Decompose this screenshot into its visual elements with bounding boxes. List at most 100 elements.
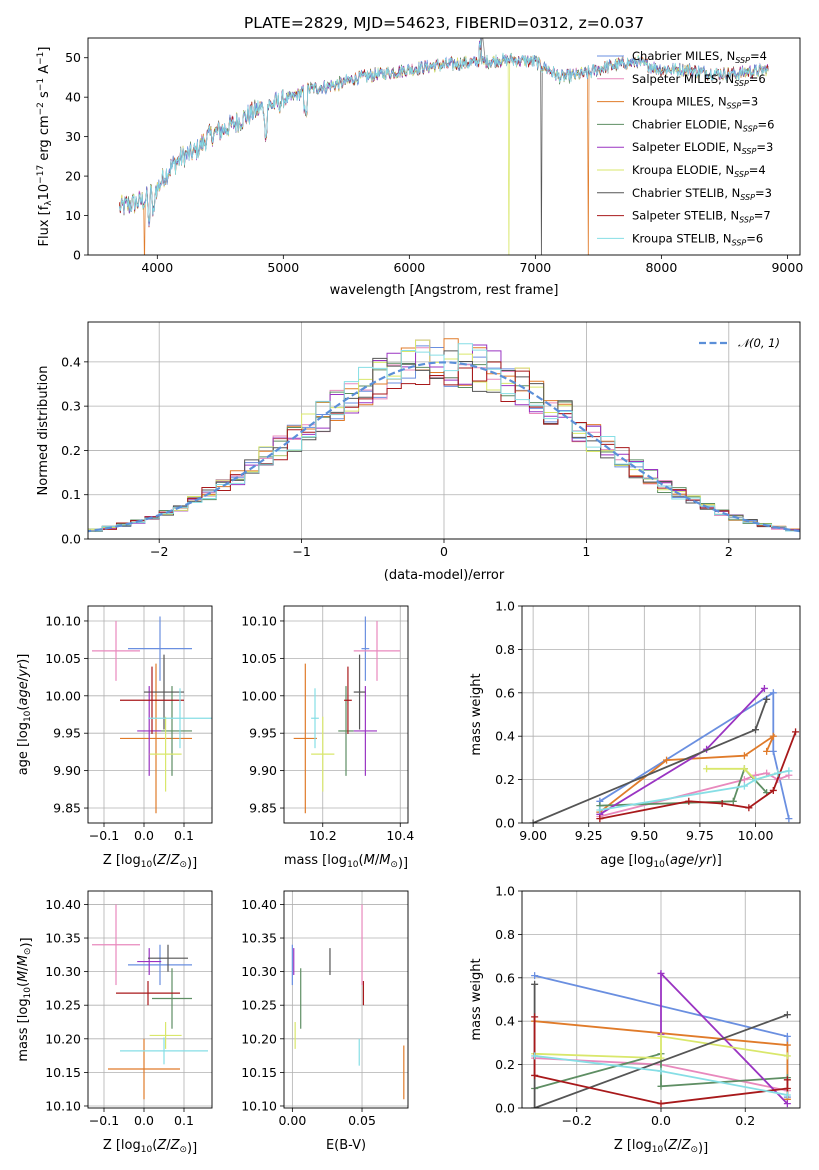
weight-marker: [769, 732, 777, 740]
spectrum-axes-frame: [87, 37, 801, 256]
x-axis-label: (data-model)/error: [384, 568, 505, 583]
age-vs-mass-axes-frame: [283, 605, 409, 824]
spectrum-line: [119, 40, 769, 223]
weight-marker: [792, 728, 800, 736]
y-tick-label: 0.3: [61, 399, 81, 414]
age-vs-Z-axes-frame: [87, 605, 213, 824]
weight-marker: [763, 695, 771, 703]
y-tick-label: 10.20: [45, 1031, 81, 1046]
y-tick-label: 0.0: [495, 816, 515, 831]
weight-marker: [769, 747, 777, 755]
weight-marker: [596, 806, 604, 814]
x-tick-label: −0.1: [89, 1113, 119, 1128]
x-tick-label: 10.4: [386, 828, 414, 843]
y-tick-label: 9.90: [53, 763, 81, 778]
emission-spike: [479, 38, 486, 62]
y-tick-label: 0.2: [61, 443, 81, 458]
mass-vs-ebv-axes-plot: [291, 904, 405, 1100]
legend-entry: Chabrier MILES, NSSP=4: [632, 49, 767, 65]
y-tick-label: 0.8: [495, 927, 515, 942]
y-axis-label: Flux [fλ10−17 erg cm−2 s−1 A−1]: [36, 47, 54, 247]
x-tick-label: 0.1: [174, 1113, 194, 1128]
y-tick-label: 10.15: [45, 1065, 81, 1080]
x-tick-label: 9.25: [575, 828, 603, 843]
weight-vs-age-axes-frame: [521, 605, 801, 824]
weight-line: [534, 1035, 788, 1060]
y-axis-label: mass weight: [469, 673, 484, 755]
x-axis-label: Z [log10(Z/Z⊙)]: [103, 1138, 197, 1156]
x-tick-label: 4000: [141, 260, 173, 275]
weight-marker: [657, 1082, 665, 1090]
weight-vs-Z-axes: −0.2 0.0 0.2 0.0 0.2 0.4 0.6 0.8 1.0 Z [log10(Z/Z…: [469, 884, 801, 1156]
y-axis-label: mass [log10(M/M⊙)]: [16, 937, 34, 1061]
legend-entry: 𝒩(0, 1): [738, 336, 780, 350]
histogram-axes: −2 −1 0 1 2 0.0 0.1 0.2 0.3 0.4 (data-model)/error…: [36, 321, 801, 583]
x-axis-label: mass [log10(M/M⊙)]: [284, 853, 408, 871]
weight-marker: [740, 752, 748, 760]
weight-marker: [685, 797, 693, 805]
y-tick-label: 0.4: [495, 729, 515, 744]
y-tick-label: 10.10: [45, 613, 81, 628]
y-tick-label: 0.0: [495, 1101, 515, 1116]
x-axis-label: E(B-V): [326, 1138, 366, 1153]
x-tick-label: 2: [725, 544, 733, 559]
weight-marker: [760, 684, 768, 692]
weight-marker: [783, 1041, 791, 1049]
mass-vs-ebv-axes: 0.00 0.05 10.10 10.15 10.20 10.25 10.30 10.35 10…: [241, 890, 409, 1153]
y-tick-label: 10.25: [45, 998, 81, 1013]
y-axis-label: mass weight: [469, 958, 484, 1040]
x-tick-label: 0.05: [348, 1113, 376, 1128]
x-tick-label: 8000: [645, 260, 677, 275]
weight-marker: [752, 776, 760, 784]
y-tick-label: 0.4: [61, 354, 81, 369]
x-axis-label: age [log10(age/yr)]: [600, 853, 722, 870]
weight-vs-Z-axes-frame: [521, 890, 801, 1109]
y-tick-label: 50: [65, 50, 81, 65]
histogram-step: [88, 361, 800, 532]
y-tick-label: 0.6: [495, 685, 515, 700]
x-tick-label: 10.00: [738, 828, 774, 843]
x-tick-label: 0.00: [278, 1113, 306, 1128]
y-tick-label: 0.2: [495, 1057, 515, 1072]
weight-marker: [783, 1100, 791, 1108]
x-tick-label: 0: [440, 544, 448, 559]
weight-marker: [657, 1100, 665, 1108]
weight-marker: [783, 1076, 791, 1084]
y-tick-label: 10.00: [45, 688, 81, 703]
y-tick-label: 0.4: [495, 1014, 515, 1029]
y-tick-label: 0.1: [61, 487, 81, 502]
mass-vs-Z-axes-frame: [87, 890, 213, 1109]
weight-marker: [531, 1052, 539, 1060]
age-vs-mass-axes: 10.2 10.4 9.85 9.90 9.95 10.00 10.05 10.10 mass …: [241, 605, 414, 871]
x-tick-label: −0.1: [89, 828, 119, 843]
spectrum-axes: 4000 5000 6000 7000 8000 9000 0 10 20 30 40 50 PLATE…: [36, 14, 803, 298]
weight-marker: [657, 1032, 665, 1040]
legend-entry: Kroupa MILES, NSSP=3: [632, 95, 758, 111]
x-tick-label: 7000: [519, 260, 551, 275]
y-tick-label: 9.95: [53, 726, 81, 741]
weight-marker: [783, 1011, 791, 1019]
y-tick-label: 10.40: [45, 897, 81, 912]
y-tick-label: 10: [65, 208, 81, 223]
y-tick-label: 10.20: [241, 1031, 277, 1046]
age-vs-Z-axes-plot: [92, 616, 212, 814]
legend-entry: Chabrier ELODIE, NSSP=6: [632, 117, 774, 133]
y-tick-label: 10.30: [241, 964, 277, 979]
weight-marker: [531, 1013, 539, 1021]
y-tick-label: 10.15: [241, 1065, 277, 1080]
y-tick-label: 10.35: [241, 931, 277, 946]
weight-marker: [740, 782, 748, 790]
x-tick-label: 10.2: [309, 828, 337, 843]
age-vs-mass-axes-plot: [293, 616, 401, 814]
y-tick-label: 10.40: [241, 897, 277, 912]
mass-vs-Z-axes-plot: [92, 904, 208, 1100]
y-tick-label: 9.95: [249, 726, 277, 741]
weight-marker: [531, 972, 539, 980]
weight-vs-Z-axes-plot: [531, 969, 791, 1108]
weight-marker: [783, 1032, 791, 1040]
weight-marker: [763, 747, 771, 755]
legend-entry: Salpeter STELIB, NSSP=7: [632, 209, 771, 225]
spectrum-legend: Chabrier MILES, NSSP=4 Salpeter MILES, NS…: [597, 49, 774, 247]
histogram-legend: 𝒩(0, 1): [699, 336, 780, 350]
mass-vs-ebv-axes-frame: [283, 890, 409, 1109]
